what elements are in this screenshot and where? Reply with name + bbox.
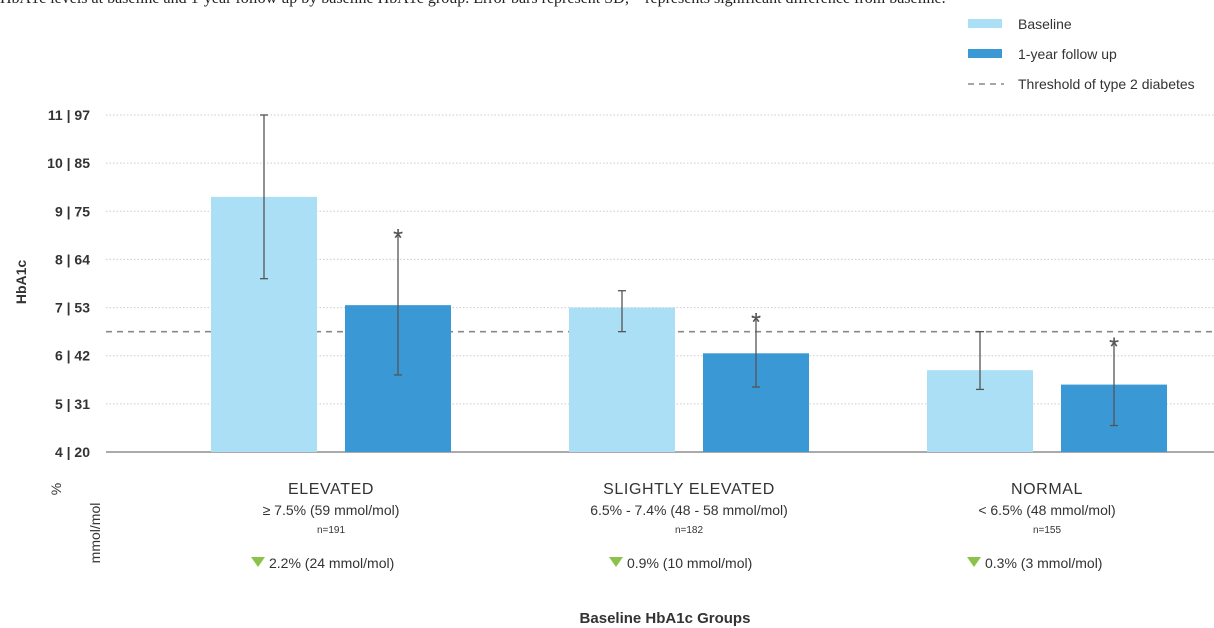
legend-label-1: 1-year follow up bbox=[1018, 46, 1117, 62]
significance-asterisk: * bbox=[751, 307, 761, 337]
y-tick-label: 6 | 42 bbox=[55, 348, 90, 364]
y-tick-label: 11 | 97 bbox=[48, 107, 90, 123]
y-axis-label: HbA1c bbox=[13, 260, 29, 305]
category-change: 0.3% (3 mmol/mol) bbox=[985, 555, 1102, 571]
category-name: ELEVATED bbox=[288, 481, 374, 498]
category-change: 0.9% (10 mmol/mol) bbox=[627, 555, 752, 571]
legend-swatch-1 bbox=[968, 49, 1002, 58]
significance-asterisk: * bbox=[1109, 331, 1119, 361]
category-name: SLIGHTLY ELEVATED bbox=[603, 481, 775, 498]
y-tick-label: 9 | 75 bbox=[55, 203, 90, 219]
category-n: n=182 bbox=[675, 525, 704, 536]
x-axis-label: Baseline HbA1c Groups bbox=[580, 610, 751, 627]
legend: Baseline 1-year follow up Threshold of typ… bbox=[968, 16, 1195, 92]
caption-fragment: HbA1c levels at baseline and 1-year foll… bbox=[0, 0, 946, 8]
category-labels: ELEVATED ≥ 7.5% (59 mmol/mol) n=191 2.2% (2… bbox=[251, 481, 1116, 571]
legend-threshold-label: Threshold of type 2 diabetes bbox=[1018, 76, 1195, 92]
category-name: NORMAL bbox=[1011, 481, 1083, 498]
decrease-triangle-icon bbox=[609, 557, 623, 567]
bars: * * * bbox=[211, 114, 1167, 452]
category-range: < 6.5% (48 mmol/mol) bbox=[978, 502, 1115, 518]
category-n: n=191 bbox=[317, 525, 346, 536]
decrease-triangle-icon bbox=[967, 557, 981, 567]
y-axis: 4 | 20 5 | 31 6 | 42 7 | 53 8 | 64 9 | 75 10 |… bbox=[47, 107, 90, 460]
legend-label-0: Baseline bbox=[1018, 16, 1072, 32]
significance-asterisk: * bbox=[393, 223, 403, 253]
mmol-unit-label: mmol/mol bbox=[87, 503, 103, 564]
category-change: 2.2% (24 mmol/mol) bbox=[269, 555, 394, 571]
category-range: ≥ 7.5% (59 mmol/mol) bbox=[263, 502, 400, 518]
y-tick-label: 8 | 64 bbox=[55, 251, 90, 267]
percent-unit-label: % bbox=[48, 483, 64, 495]
decrease-triangle-icon bbox=[251, 557, 265, 567]
category-n: n=155 bbox=[1033, 525, 1062, 536]
category-range: 6.5% - 7.4% (48 - 58 mmol/mol) bbox=[590, 502, 788, 518]
y-tick-label: 5 | 31 bbox=[55, 396, 90, 412]
y-tick-label: 7 | 53 bbox=[55, 300, 90, 316]
y-tick-label: 4 | 20 bbox=[55, 444, 90, 460]
legend-swatch-0 bbox=[968, 19, 1002, 28]
y-tick-label: 10 | 85 bbox=[47, 155, 90, 171]
